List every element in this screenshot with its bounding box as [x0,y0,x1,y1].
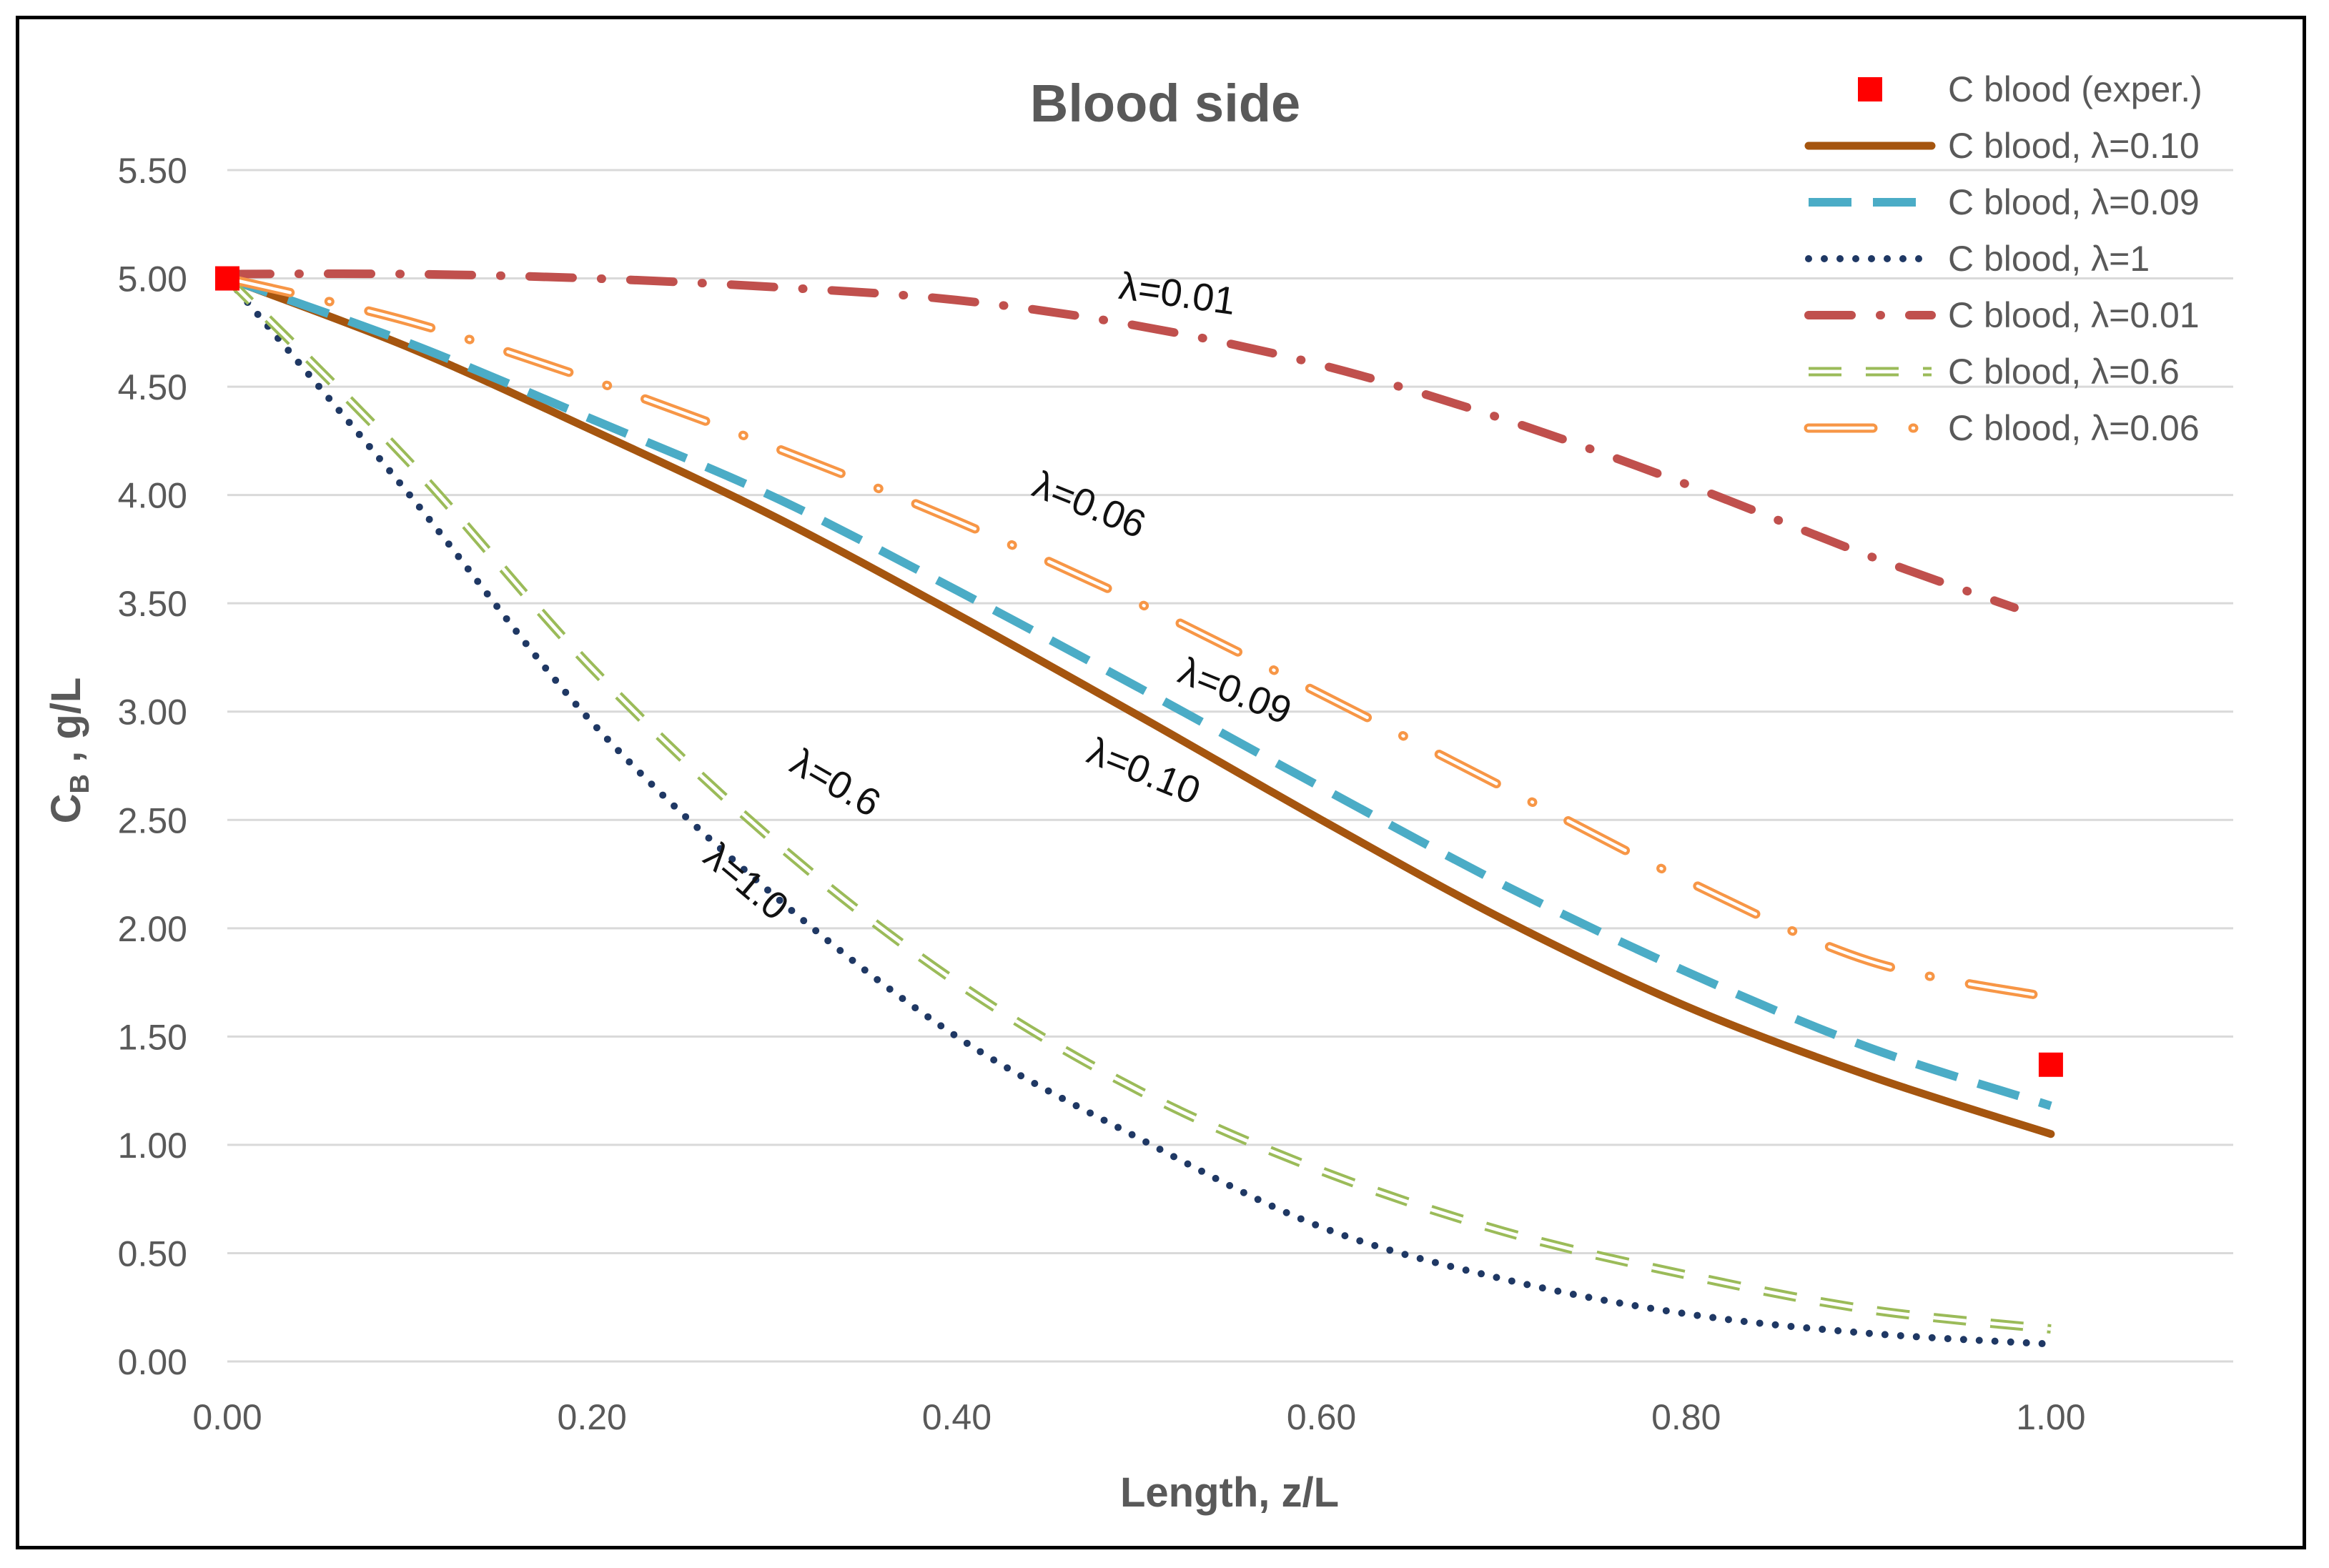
y-tick-label: 1.00 [118,1126,187,1166]
x-tick-label: 0.20 [558,1397,627,1437]
y-tick-label: 2.50 [118,800,187,840]
legend-label: C blood, λ=0.10 [1948,126,2200,166]
experimental-point [2038,1052,2063,1077]
legend-label: C blood, λ=0.06 [1948,408,2200,448]
curve-annotations: λ=0.01λ=0.06λ=0.09λ=0.10λ=0.6λ=1.0 [696,264,1297,928]
y-tick-label: 0.00 [118,1342,187,1382]
y-tick-label: 5.00 [118,259,187,299]
x-tick-label: 0.60 [1287,1397,1356,1437]
x-tick-label: 0.40 [922,1397,992,1437]
series-line-0 [223,274,2055,1138]
curve-annotation: λ=1.0 [696,835,796,929]
y-tick-label: 1.50 [118,1017,187,1057]
x-tick-label: 1.00 [2016,1397,2085,1437]
x-tick-label: 0.00 [192,1397,262,1437]
curve-annotation: λ=0.6 [783,740,888,825]
y-axis-title-rest: , g/L [43,678,89,774]
y-tick-label: 3.50 [118,584,187,624]
gridlines [227,169,2233,1363]
series-line-1 [225,274,2052,1111]
curve-annotation: λ=0.06 [1027,463,1152,547]
legend: C blood (exper.) C blood, λ=0.10 C blood, … [1804,69,2202,448]
series-lines [222,269,2056,1348]
legend-marker [1858,77,1882,101]
y-tick-label: 5.50 [118,151,187,191]
legend-label: C blood, λ=0.09 [1948,182,2200,222]
legend-label: C blood, λ=1 [1948,239,2150,279]
x-tick-labels: 0.00 0.20 0.40 0.60 0.80 1.00 [192,1397,2085,1437]
legend-label: C blood, λ=0.01 [1948,295,2200,335]
experimental-point [215,266,239,291]
experimental-points [215,266,2063,1077]
y-tick-label: 3.00 [118,693,187,733]
legend-label: C blood, λ=0.6 [1948,352,2180,392]
series-line-4 [224,274,2052,1334]
x-axis-title: Length, z/L [1120,1469,1339,1516]
legend-label: C blood (exper.) [1948,69,2202,109]
y-axis-title-main: C [43,793,89,823]
y-tick-labels: 0.00 0.50 1.00 1.50 2.00 2.50 3.00 3.50 4.00 4.50… [118,151,187,1382]
chart-title: Blood side [1030,74,1300,133]
x-tick-label: 0.80 [1651,1397,1721,1437]
series-line-5 [222,274,2056,1003]
y-tick-label: 4.50 [118,367,187,407]
series-line-3 [223,269,2019,612]
y-tick-label: 4.00 [118,476,187,516]
y-axis-title-sub: B [65,774,95,793]
curve-annotation: λ=0.01 [1117,264,1238,323]
y-axis-title: CB , g/L [43,678,95,824]
series-line-2 [224,274,2054,1348]
y-tick-label: 0.50 [118,1234,187,1274]
y-tick-label: 2.00 [118,909,187,949]
